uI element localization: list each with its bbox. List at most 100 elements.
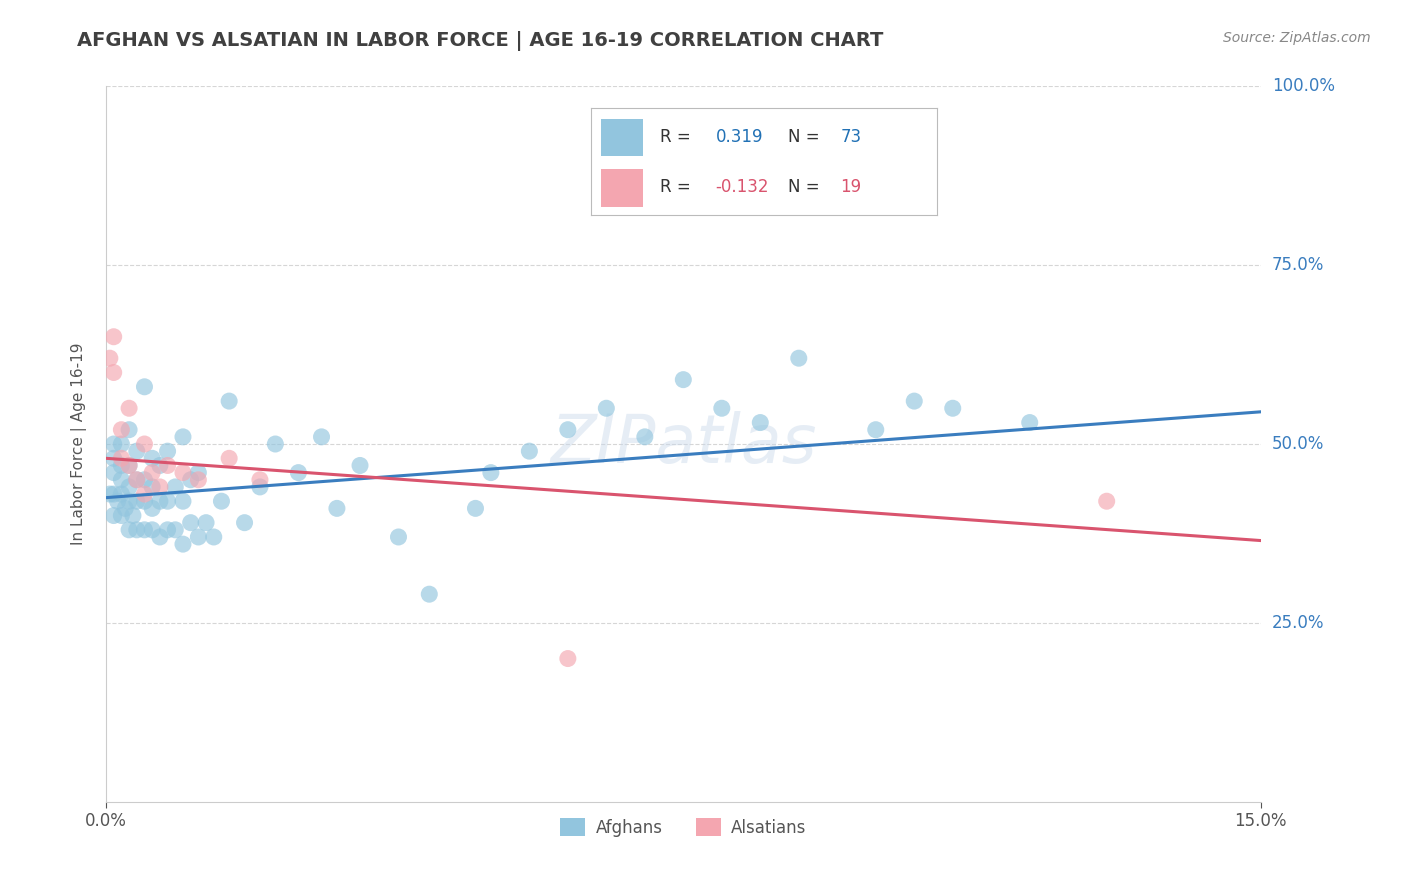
Point <box>118 458 141 473</box>
Text: ZIPatlas: ZIPatlas <box>550 411 817 477</box>
Point <box>110 423 132 437</box>
Point <box>118 480 141 494</box>
Point <box>202 530 225 544</box>
Point <box>172 494 194 508</box>
Point <box>172 430 194 444</box>
Point <box>479 466 502 480</box>
Point <box>1095 494 1118 508</box>
Point <box>156 494 179 508</box>
Text: AFGHAN VS ALSATIAN IN LABOR FORCE | AGE 16-19 CORRELATION CHART: AFGHAN VS ALSATIAN IN LABOR FORCE | AGE … <box>77 31 884 51</box>
Point <box>634 430 657 444</box>
Point <box>110 473 132 487</box>
Point <box>149 458 172 473</box>
Point <box>103 437 125 451</box>
Point <box>311 430 333 444</box>
Point <box>172 466 194 480</box>
Point <box>195 516 218 530</box>
Point <box>118 494 141 508</box>
Point <box>110 458 132 473</box>
Point <box>387 530 409 544</box>
Point <box>903 394 925 409</box>
Point <box>103 466 125 480</box>
Y-axis label: In Labor Force | Age 16-19: In Labor Force | Age 16-19 <box>72 343 87 545</box>
Point <box>118 401 141 416</box>
Point <box>141 466 163 480</box>
Point <box>98 487 121 501</box>
Point <box>187 466 209 480</box>
Point <box>141 501 163 516</box>
Text: 25.0%: 25.0% <box>1272 614 1324 632</box>
Point <box>125 523 148 537</box>
Point <box>180 516 202 530</box>
Text: Source: ZipAtlas.com: Source: ZipAtlas.com <box>1223 31 1371 45</box>
Point <box>156 444 179 458</box>
Point <box>865 423 887 437</box>
Point <box>233 516 256 530</box>
Point <box>710 401 733 416</box>
Point <box>141 523 163 537</box>
Point <box>125 444 148 458</box>
Point <box>149 530 172 544</box>
Point <box>156 523 179 537</box>
Point <box>103 366 125 380</box>
Point <box>349 458 371 473</box>
Point <box>464 501 486 516</box>
Point <box>172 537 194 551</box>
Point <box>103 508 125 523</box>
Point <box>118 423 141 437</box>
Point <box>103 451 125 466</box>
Point <box>249 480 271 494</box>
Point <box>103 330 125 344</box>
Point <box>118 458 141 473</box>
Point <box>114 501 136 516</box>
Point <box>1018 416 1040 430</box>
Point <box>287 466 309 480</box>
Point <box>672 373 695 387</box>
Point <box>134 380 156 394</box>
Point <box>264 437 287 451</box>
Point <box>107 494 129 508</box>
Point <box>942 401 965 416</box>
Point <box>110 451 132 466</box>
Point <box>125 473 148 487</box>
Point <box>134 437 156 451</box>
Legend: Afghans, Alsatians: Afghans, Alsatians <box>554 812 813 843</box>
Point <box>110 487 132 501</box>
Point <box>519 444 541 458</box>
Text: 50.0%: 50.0% <box>1272 435 1324 453</box>
Point <box>134 494 156 508</box>
Point <box>218 451 240 466</box>
Point <box>326 501 349 516</box>
Point <box>557 423 579 437</box>
Point <box>118 523 141 537</box>
Point <box>110 437 132 451</box>
Point <box>749 416 772 430</box>
Point <box>134 523 156 537</box>
Point <box>122 508 145 523</box>
Point <box>249 473 271 487</box>
Point <box>149 480 172 494</box>
Point <box>149 494 172 508</box>
Point <box>180 473 202 487</box>
Point <box>218 394 240 409</box>
Point <box>787 351 810 366</box>
Point <box>134 473 156 487</box>
Point <box>165 480 187 494</box>
Point <box>103 487 125 501</box>
Point <box>98 351 121 366</box>
Point <box>141 451 163 466</box>
Text: 75.0%: 75.0% <box>1272 256 1324 274</box>
Point <box>187 473 209 487</box>
Point <box>595 401 617 416</box>
Point <box>141 480 163 494</box>
Point <box>418 587 440 601</box>
Text: 100.0%: 100.0% <box>1272 78 1334 95</box>
Point <box>211 494 233 508</box>
Point <box>165 523 187 537</box>
Point <box>557 651 579 665</box>
Point <box>134 487 156 501</box>
Point <box>187 530 209 544</box>
Point <box>125 473 148 487</box>
Point <box>110 508 132 523</box>
Point <box>156 458 179 473</box>
